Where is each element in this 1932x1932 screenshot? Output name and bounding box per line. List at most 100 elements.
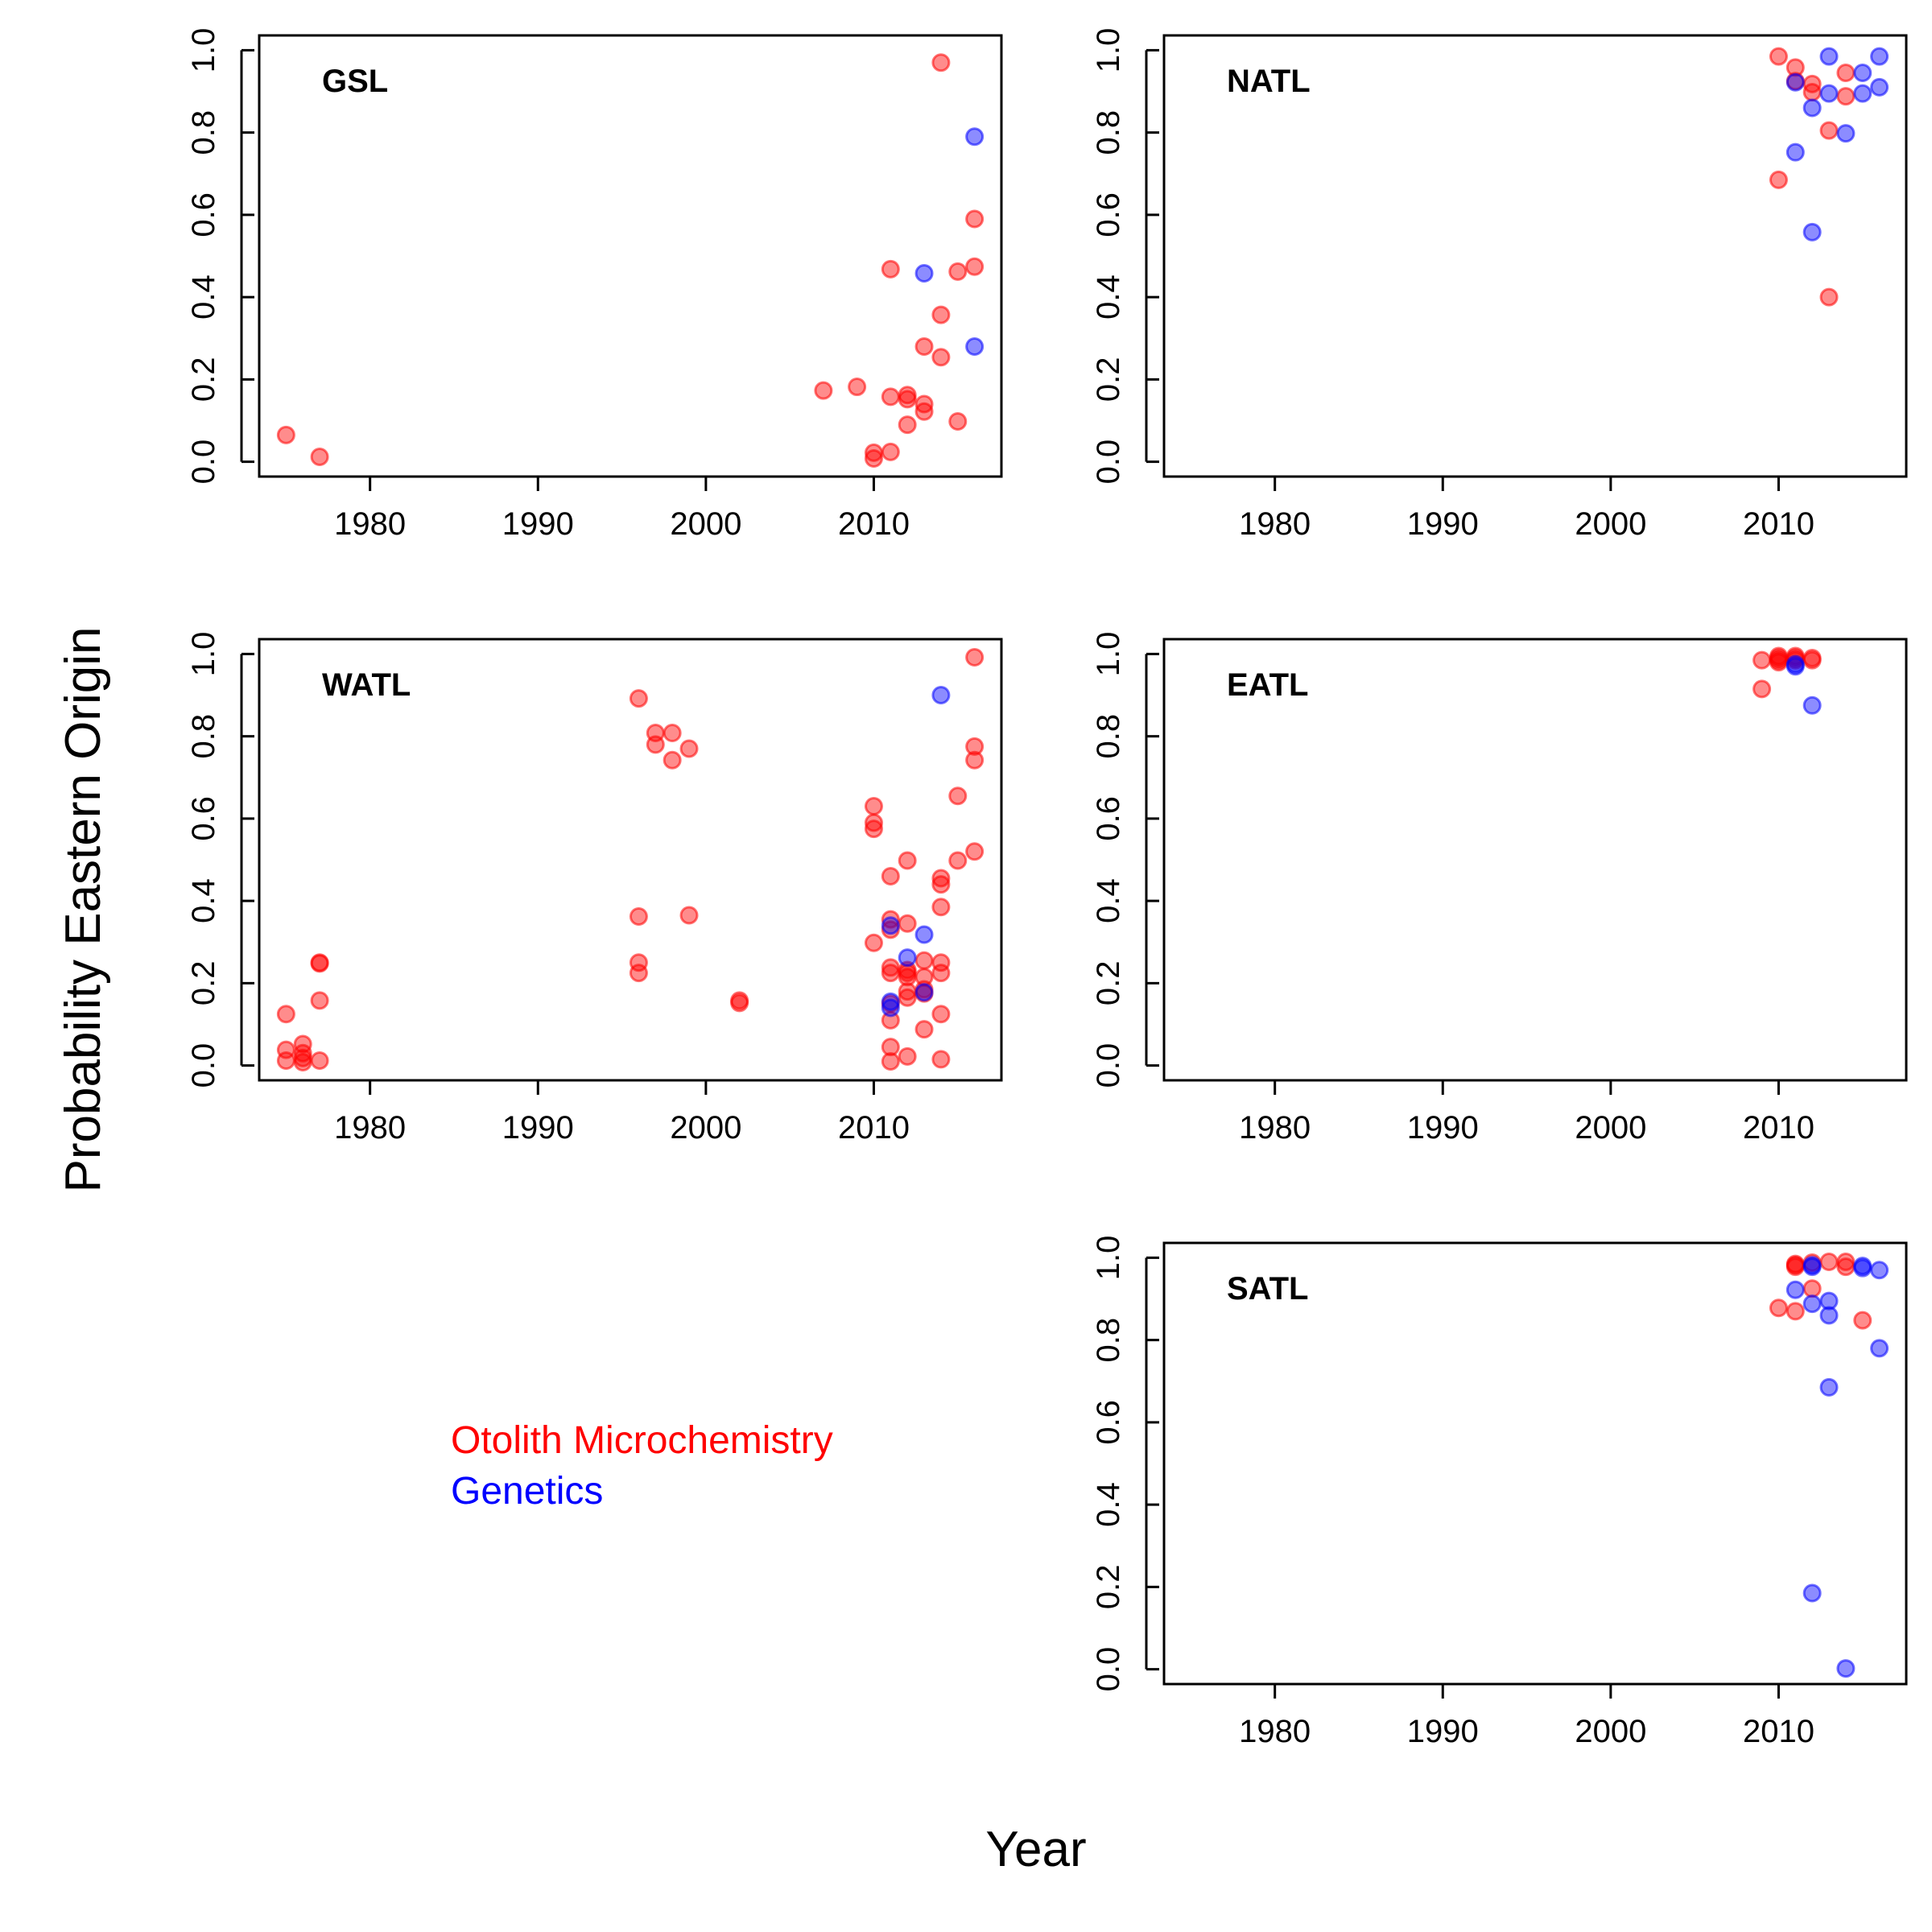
point-otolith-microchemistry — [898, 1046, 917, 1066]
point-otolith-microchemistry — [1769, 47, 1788, 66]
x-tick-label: 2000 — [1575, 1110, 1646, 1146]
point-otolith-microchemistry — [881, 387, 900, 407]
y-tick-label: 1.0 — [186, 632, 221, 677]
y-tick-label: 1.0 — [1091, 28, 1126, 73]
point-otolith-microchemistry — [914, 951, 934, 970]
point-otolith-microchemistry — [914, 336, 934, 356]
point-otolith-microchemistry — [293, 1053, 312, 1072]
point-otolith-microchemistry — [1785, 1302, 1805, 1321]
legend: Otolith Microchemistry Genetics — [451, 1419, 833, 1513]
point-otolith-microchemistry — [898, 415, 917, 435]
plot-frame — [258, 638, 1003, 1082]
x-tick-label: 2000 — [1575, 506, 1646, 542]
point-genetics — [1853, 1258, 1872, 1278]
x-tick-label: 2000 — [670, 506, 741, 542]
point-otolith-microchemistry — [310, 1051, 329, 1070]
x-tick-label: 2010 — [838, 1110, 910, 1146]
point-otolith-microchemistry — [864, 819, 883, 839]
point-otolith-microchemistry — [948, 851, 968, 870]
y-tick-label: 0.0 — [186, 440, 221, 485]
point-otolith-microchemistry — [1752, 650, 1772, 670]
point-genetics — [965, 127, 985, 147]
point-otolith-microchemistry — [1769, 170, 1788, 189]
point-genetics — [914, 983, 934, 1002]
legend-item-genetics: Genetics — [451, 1470, 603, 1513]
point-otolith-microchemistry — [1769, 1298, 1788, 1318]
point-otolith-microchemistry — [914, 402, 934, 421]
point-otolith-microchemistry — [948, 412, 968, 431]
point-otolith-microchemistry — [1769, 653, 1788, 672]
y-tick-label: 0.0 — [1091, 1647, 1126, 1692]
x-tick-label: 1990 — [1407, 506, 1479, 542]
point-otolith-microchemistry — [898, 914, 917, 933]
y-tick-label: 0.2 — [186, 357, 221, 402]
panels-group: 1980 1990 2000 20100.00.20.40.60.81.0GSL198… — [186, 28, 1908, 1749]
point-otolith-microchemistry — [848, 378, 867, 397]
point-otolith-microchemistry — [931, 898, 951, 917]
point-otolith-microchemistry — [646, 735, 665, 754]
point-genetics — [965, 336, 985, 356]
point-otolith-microchemistry — [948, 786, 968, 806]
point-otolith-microchemistry — [864, 797, 883, 816]
point-genetics — [881, 998, 900, 1018]
y-tick-label: 0.8 — [1091, 1318, 1126, 1363]
point-genetics — [1819, 1377, 1839, 1397]
point-otolith-microchemistry — [1819, 121, 1839, 140]
point-otolith-microchemistry — [898, 851, 917, 870]
point-otolith-microchemistry — [679, 739, 699, 758]
point-otolith-microchemistry — [931, 869, 951, 888]
y-tick-label: 1.0 — [1091, 1236, 1126, 1281]
point-genetics — [1870, 47, 1889, 66]
x-tick-label: 1990 — [502, 506, 574, 542]
point-genetics — [1870, 77, 1889, 97]
point-genetics — [898, 948, 917, 968]
y-tick-label: 0.4 — [1091, 878, 1126, 923]
point-otolith-microchemistry — [814, 381, 833, 400]
point-genetics — [881, 992, 900, 1011]
point-otolith-microchemistry — [864, 449, 883, 469]
y-tick-label: 0.2 — [1091, 357, 1126, 402]
y-axis-title: Probability Eastern Origin — [56, 627, 111, 1193]
point-otolith-microchemistry — [881, 1051, 900, 1071]
point-otolith-microchemistry — [881, 1038, 900, 1057]
point-genetics — [1836, 124, 1856, 143]
point-genetics — [1785, 72, 1805, 92]
point-genetics — [1802, 1583, 1822, 1603]
point-otolith-microchemistry — [1785, 58, 1805, 77]
x-tick-label: 1980 — [1239, 1714, 1311, 1749]
panel-gsl: 1980 1990 2000 2010 0.0 0.2 0.4 0.6 0.8 1.0 GSL — [186, 28, 1003, 542]
plot-frame — [1162, 638, 1908, 1082]
point-otolith-microchemistry — [881, 259, 900, 279]
y-tick-label: 0.8 — [186, 110, 221, 155]
point-otolith-microchemistry — [1802, 650, 1822, 670]
x-tick-label: 1980 — [1239, 506, 1311, 542]
point-genetics — [1853, 64, 1872, 83]
point-otolith-microchemistry — [931, 1050, 951, 1069]
point-genetics — [1819, 1306, 1839, 1325]
legend-item-otolith: Otolith Microchemistry — [451, 1419, 833, 1462]
y-tick-label: 1.0 — [1091, 632, 1126, 677]
point-genetics — [1870, 1261, 1889, 1280]
point-otolith-microchemistry — [629, 964, 648, 983]
point-otolith-microchemistry — [276, 425, 295, 444]
y-tick-label: 0.0 — [186, 1043, 221, 1088]
plot-frame — [1162, 1241, 1908, 1686]
point-otolith-microchemistry — [881, 964, 900, 983]
point-genetics — [1819, 84, 1839, 103]
panel-label: SATL — [1227, 1271, 1308, 1307]
panel-label: NATL — [1227, 64, 1311, 99]
y-tick-label: 0.6 — [1091, 1400, 1126, 1445]
point-otolith-microchemistry — [310, 991, 329, 1010]
y-tick-label: 0.8 — [1091, 714, 1126, 759]
y-tick-label: 0.8 — [1091, 110, 1126, 155]
point-otolith-microchemistry — [1802, 1279, 1822, 1298]
point-otolith-microchemistry — [931, 348, 951, 367]
point-otolith-microchemistry — [931, 53, 951, 72]
point-otolith-microchemistry — [730, 993, 749, 1013]
point-genetics — [1853, 84, 1872, 103]
y-tick-label: 1.0 — [186, 28, 221, 73]
y-tick-label: 0.6 — [1091, 796, 1126, 841]
x-tick-label: 1980 — [1239, 1110, 1311, 1146]
panel-natl: 1980 1990 2000 2010 0.0 0.2 0.4 0.6 0.8 1.0 NATL — [1091, 28, 1908, 542]
